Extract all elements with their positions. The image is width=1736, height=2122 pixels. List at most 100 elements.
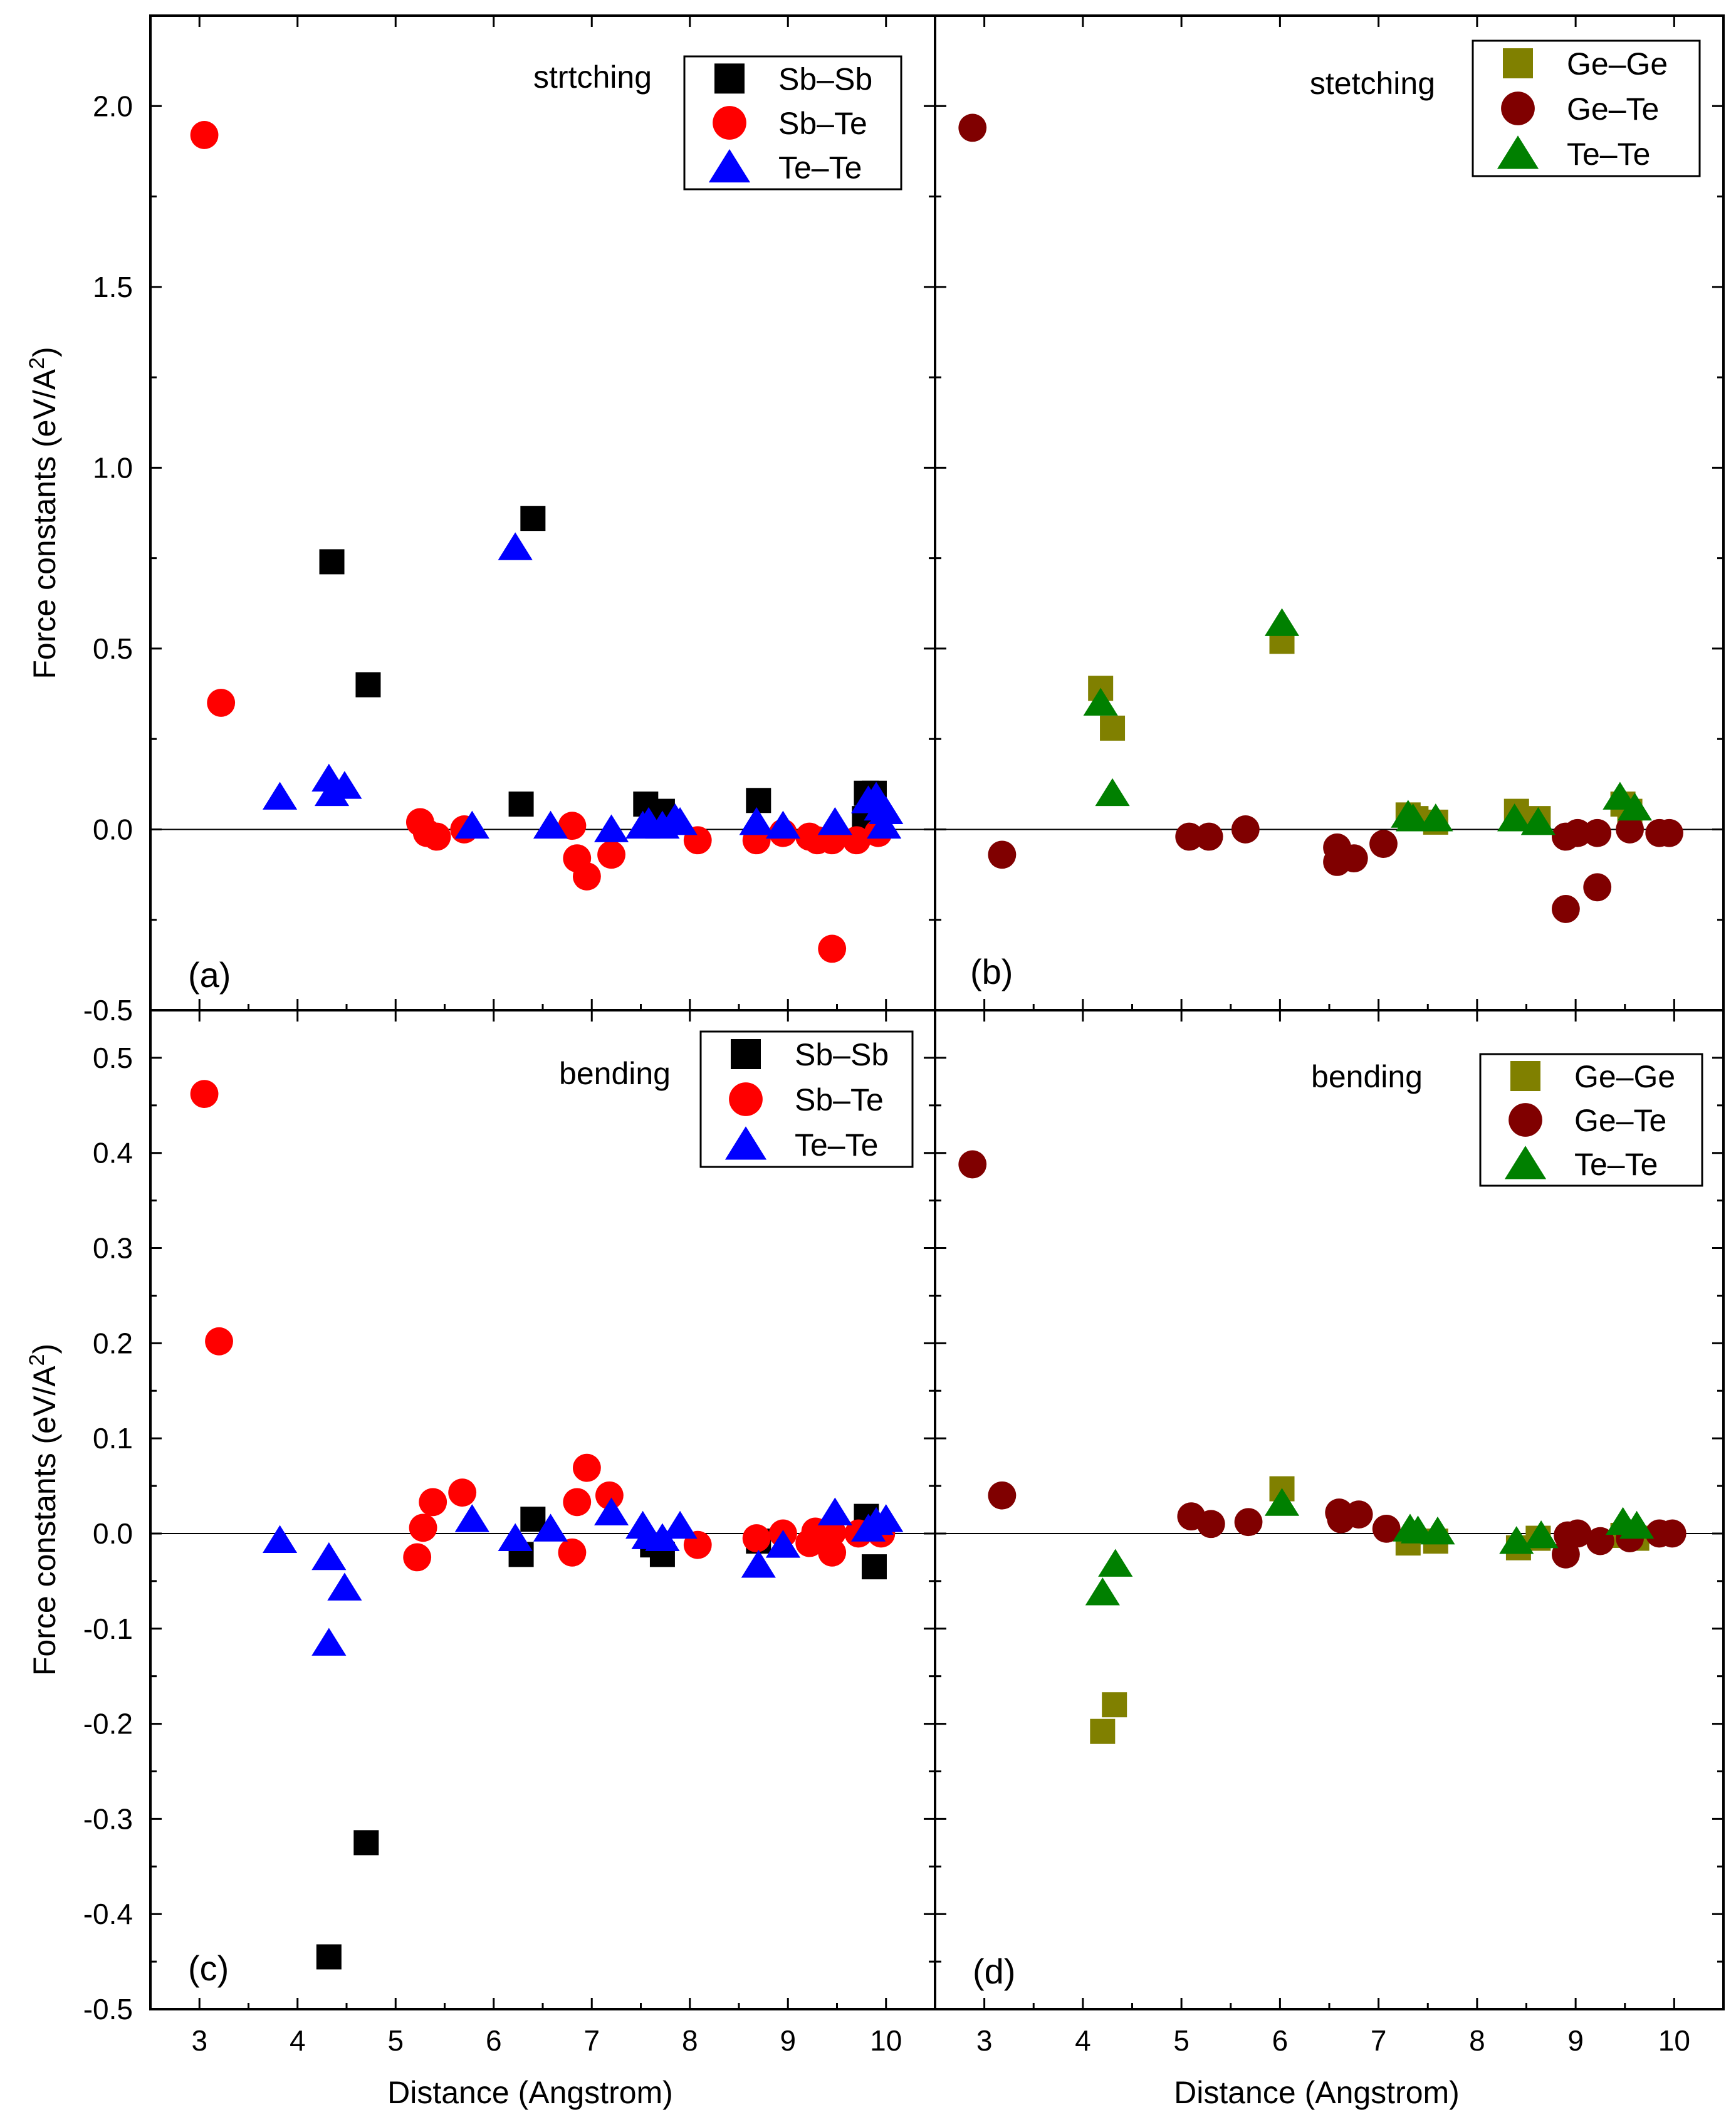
data-point [316, 1944, 342, 1970]
y-tick-label: -0.5 [83, 1993, 133, 2025]
x-tick-label: 9 [1567, 2024, 1584, 2057]
data-point [205, 1327, 233, 1356]
data-point [573, 1453, 601, 1482]
panel-c: -0.5 -0.4 -0.3 -0.2 -0.1 0.0 0.1 0.2 0.3 0.4 0.5 3 4… [25, 1009, 936, 2110]
x-tick-label: 10 [870, 2024, 902, 2057]
series-square [316, 1503, 887, 1970]
data-point [207, 689, 236, 717]
data-point [597, 840, 625, 869]
panel-annotation: strtching [533, 60, 652, 95]
panel-annotation: stetching [1310, 66, 1435, 101]
legend-entry-label: Te–Te [795, 1127, 878, 1163]
x-tick-label: 10 [1658, 2024, 1690, 2057]
data-point [741, 1550, 776, 1578]
y-tick-label: 1.0 [93, 451, 133, 484]
legend-marker [1497, 135, 1539, 169]
y-tick-label: 0.2 [93, 1327, 133, 1359]
data-point [818, 1518, 847, 1547]
data-point [1655, 818, 1683, 847]
y-tick-label: 0.0 [93, 1517, 133, 1550]
legend-marker [731, 1039, 761, 1069]
legend-entry-label: Te–Te [1567, 137, 1650, 172]
data-point [319, 549, 345, 575]
data-point [869, 796, 904, 824]
series-circle [958, 1150, 1686, 1569]
data-point [1090, 1718, 1116, 1744]
data-point [563, 1488, 592, 1517]
data-point [1563, 1519, 1592, 1548]
data-point [817, 1497, 852, 1525]
legend: Sb–Sb Sb–Te Te–Te [683, 55, 902, 191]
data-point [262, 781, 298, 810]
data-point [1420, 1516, 1455, 1545]
y-tick-label: -0.4 [83, 1898, 133, 1930]
data-point [1418, 803, 1453, 832]
data-point [1339, 844, 1368, 873]
data-point [520, 506, 546, 531]
data-point [1658, 1519, 1686, 1548]
y-tick-label: 0.3 [93, 1232, 133, 1265]
data-point [1583, 818, 1612, 847]
data-point [454, 810, 489, 839]
data-point [958, 1150, 987, 1179]
data-point [1231, 815, 1260, 844]
data-point [508, 792, 534, 817]
data-point [988, 840, 1017, 869]
data-point [1264, 608, 1300, 636]
data-point [817, 807, 852, 835]
data-point [662, 807, 698, 835]
data-point [861, 1554, 887, 1580]
legend-entry-label: Ge–Te [1574, 1103, 1666, 1138]
x-tick-label: 6 [486, 2024, 502, 2057]
x-tick-label: 8 [1469, 2024, 1485, 2057]
data-point [403, 1543, 432, 1572]
data-point [262, 1525, 298, 1553]
data-point [1372, 1514, 1401, 1543]
legend-marker [1509, 1103, 1542, 1137]
legend: Ge–Ge Ge–Te Te–Te [1472, 39, 1701, 177]
data-point [1083, 687, 1118, 716]
data-point [1617, 792, 1653, 821]
data-point [765, 810, 801, 839]
data-point [1098, 1549, 1133, 1577]
y-tick-label: 0.4 [93, 1137, 133, 1169]
x-tick-label: 4 [290, 2024, 306, 2057]
data-point [1497, 803, 1532, 832]
panel-b: stetching (b) Ge–Ge Ge–Te Te–Te [934, 14, 1725, 1011]
legend-marker [714, 63, 745, 94]
panel-a: -0.5 0.0 0.5 1.0 1.5 2.0 Force constants (eV/A… [25, 14, 936, 1027]
series-triangle [262, 532, 904, 842]
data-point [558, 1538, 587, 1567]
data-point [988, 1481, 1017, 1510]
data-point [1196, 1510, 1225, 1539]
data-point [520, 1507, 546, 1532]
x-tick-label: 5 [387, 2024, 404, 2057]
x-axis-title: Distance (Angstrom) [387, 2075, 673, 2110]
data-point [1195, 822, 1223, 851]
data-point [739, 807, 774, 835]
legend-entry-label: Sb–Te [795, 1082, 884, 1117]
data-point [327, 771, 362, 799]
legend-marker [708, 149, 751, 183]
x-tick-label: 3 [976, 2024, 993, 2057]
y-axis-title-superscript: 2 [25, 357, 49, 369]
y-tick-label: 1.5 [93, 271, 133, 303]
data-point [498, 532, 533, 560]
legend-marker [713, 106, 746, 140]
legend-entry-label: Ge–Ge [1574, 1059, 1675, 1094]
panel-label: (d) [973, 1952, 1015, 1991]
legend-marker [1504, 1146, 1547, 1179]
data-point [662, 1510, 698, 1539]
y-tick-label: 0.5 [93, 1042, 133, 1074]
series-square [1088, 629, 1643, 835]
legend-entry-label: Sb–Te [778, 106, 867, 141]
data-point [533, 1513, 568, 1542]
x-tick-label: 4 [1075, 2024, 1091, 2057]
x-tick-label: 8 [682, 2024, 698, 2057]
legend-marker [1503, 48, 1533, 78]
legend-marker [724, 1126, 767, 1160]
data-point [533, 810, 568, 839]
data-point [454, 1504, 489, 1532]
legend: Ge–Ge Ge–Te Te–Te [1479, 1053, 1703, 1187]
data-point [355, 672, 381, 698]
